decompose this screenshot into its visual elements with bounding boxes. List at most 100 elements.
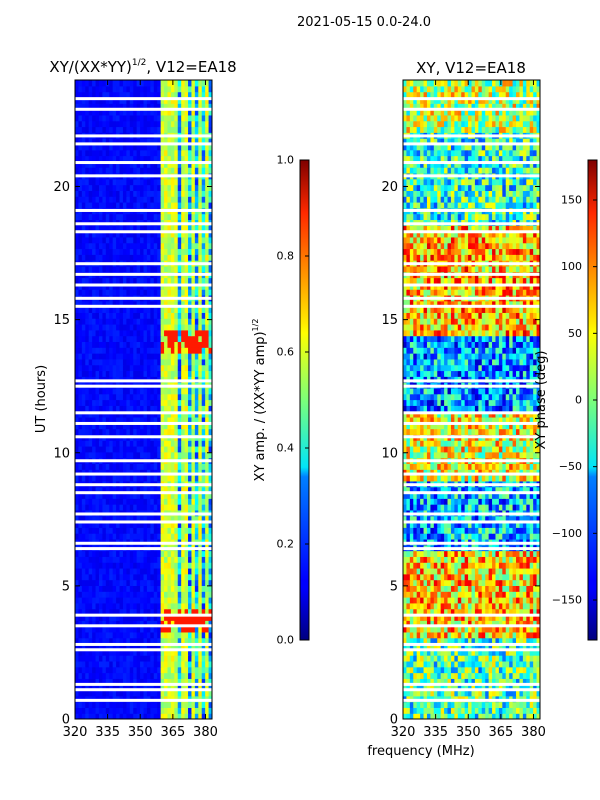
heatmap-cell xyxy=(167,655,172,662)
heatmap-cell xyxy=(81,347,86,354)
heatmap-cell xyxy=(174,486,179,494)
heatmap-cell xyxy=(188,143,193,151)
heatmap-cell xyxy=(208,678,212,685)
heatmap-cell xyxy=(198,323,203,331)
heatmap-cell xyxy=(444,649,449,656)
heatmap-cell xyxy=(457,649,462,656)
heatmap-cell xyxy=(75,364,80,372)
heatmap-cell xyxy=(98,370,103,377)
heatmap-cell xyxy=(201,620,206,627)
heatmap-cell xyxy=(126,143,131,151)
heatmap-cell xyxy=(194,492,199,499)
heatmap-cell xyxy=(75,254,80,261)
heatmap-cell xyxy=(191,678,196,685)
heatmap-cell xyxy=(129,527,134,534)
heatmap-cell xyxy=(201,602,206,610)
flagged-row xyxy=(75,384,212,388)
heatmap-cell xyxy=(174,370,179,377)
heatmap-cell xyxy=(194,190,199,197)
heatmap-cell xyxy=(119,289,124,296)
heatmap-cell xyxy=(468,660,473,668)
heatmap-cell xyxy=(136,213,141,221)
heatmap-cell xyxy=(181,242,186,250)
heatmap-cell xyxy=(170,614,175,621)
heatmap-cell xyxy=(122,126,127,133)
heatmap-cell xyxy=(157,486,162,494)
heatmap-cell xyxy=(198,405,203,412)
heatmap-cell xyxy=(143,248,148,255)
heatmap-cell xyxy=(140,85,145,93)
heatmap-cell xyxy=(450,643,455,650)
heatmap-cell xyxy=(146,143,151,151)
heatmap-cell xyxy=(146,643,151,650)
heatmap-cell xyxy=(122,567,127,575)
heatmap-cell xyxy=(188,620,193,627)
heatmap-cell xyxy=(78,91,83,99)
heatmap-cell xyxy=(85,242,90,250)
heatmap-cell xyxy=(109,306,114,313)
flagged-row xyxy=(75,688,212,692)
heatmap-cell xyxy=(160,562,165,569)
heatmap-cell xyxy=(194,672,199,679)
heatmap-cell xyxy=(146,201,151,209)
heatmap-cell xyxy=(198,655,203,662)
heatmap-cell xyxy=(81,335,86,343)
heatmap-cell xyxy=(406,655,411,662)
heatmap-cell xyxy=(136,167,141,174)
heatmap-cell xyxy=(201,684,206,691)
heatmap-cell xyxy=(105,341,110,348)
heatmap-cell xyxy=(194,498,199,505)
heatmap-cell xyxy=(85,149,90,157)
heatmap-cell xyxy=(188,504,193,511)
heatmap-cell xyxy=(143,277,148,284)
heatmap-cell xyxy=(126,201,131,209)
heatmap-cell xyxy=(129,591,134,598)
heatmap-cell xyxy=(170,231,175,238)
heatmap-cell xyxy=(181,143,186,151)
heatmap-cell xyxy=(102,114,107,122)
heatmap-cell xyxy=(122,504,127,511)
heatmap-cell xyxy=(81,469,86,476)
heatmap-cell xyxy=(184,103,189,110)
heatmap-cell xyxy=(150,660,155,668)
heatmap-cell xyxy=(191,422,196,430)
heatmap-cell xyxy=(505,666,510,674)
heatmap-cell xyxy=(119,126,124,133)
heatmap-cell xyxy=(174,364,179,372)
heatmap-cell xyxy=(105,353,110,360)
heatmap-cell xyxy=(512,689,517,697)
heatmap-cell xyxy=(109,475,114,482)
heatmap-cell xyxy=(116,579,121,586)
heatmap-cell xyxy=(109,428,114,435)
heatmap-cell xyxy=(194,643,199,650)
x-tick-label: 380 xyxy=(193,725,218,740)
heatmap-cell xyxy=(170,684,175,691)
heatmap-cell xyxy=(85,85,90,93)
heatmap-cell xyxy=(184,469,189,476)
heatmap-cell xyxy=(81,114,86,122)
heatmap-cell xyxy=(160,631,165,639)
heatmap-cell xyxy=(126,242,131,250)
heatmap-cell xyxy=(112,306,117,313)
heatmap-cell xyxy=(194,707,199,714)
heatmap-cell xyxy=(201,655,206,662)
heatmap-cell xyxy=(85,666,90,674)
heatmap-cell xyxy=(98,515,103,523)
heatmap-cell xyxy=(160,347,165,354)
heatmap-cell xyxy=(198,440,203,447)
heatmap-cell xyxy=(119,451,124,459)
heatmap-cell xyxy=(129,475,134,482)
heatmap-cell xyxy=(194,608,199,616)
heatmap-cell xyxy=(119,637,124,645)
heatmap-cell xyxy=(205,225,210,232)
heatmap-cell xyxy=(201,585,206,592)
heatmap-cell xyxy=(116,416,121,424)
heatmap-cell xyxy=(109,109,114,116)
heatmap-cell xyxy=(177,97,182,104)
heatmap-cell xyxy=(177,475,182,482)
heatmap-cell xyxy=(160,416,165,424)
heatmap-cell xyxy=(181,422,186,430)
heatmap-cell xyxy=(119,242,124,250)
heatmap-cell xyxy=(136,91,141,99)
heatmap-cell xyxy=(136,556,141,563)
